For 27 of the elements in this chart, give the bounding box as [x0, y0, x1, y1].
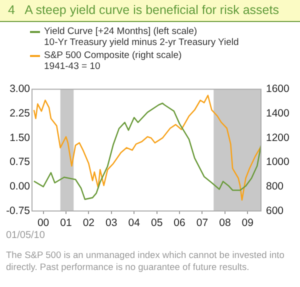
x-tick-label: 07 — [196, 217, 208, 230]
y2-tick-label: 600 — [266, 204, 284, 217]
x-tick-label: 00 — [37, 217, 50, 230]
text: 1941-43 = 10 — [44, 61, 102, 72]
text: 01/05/10 — [5, 230, 46, 241]
y2-tick-label: 1600 — [266, 83, 290, 96]
x-tick-label: 05 — [150, 217, 163, 230]
x-tick-label: 02 — [82, 217, 95, 230]
x-tick-label: 04 — [128, 217, 140, 230]
y2-tick-label: 800 — [266, 180, 284, 193]
x-tick-label: 03 — [106, 217, 118, 230]
y-tick-label: 2.25 — [10, 108, 30, 120]
y-tick-label: 0.00 — [10, 180, 30, 193]
y-tick-label: 3.00 — [10, 83, 30, 96]
y2-tick-label: 1000 — [266, 156, 290, 168]
y-tick-label: 1.50 — [10, 132, 30, 144]
y2-tick-label: 1200 — [266, 132, 290, 144]
text: The S&P 500 is an unmanaged index which cannot be invested into directly. Past performance is no guarantee of future results. — [5, 249, 286, 273]
chart-title: 4 A steep yield curve is beneficial for risk assets — [0, 0, 300, 22]
text: 10-Yr Treasury yield minus 2-yr Treasury Yield — [44, 37, 239, 48]
x-tick-label: 08 — [219, 217, 231, 230]
y2-tick-label: 1400 — [266, 108, 290, 120]
x-tick-label: 09 — [242, 217, 254, 230]
x-tick-label: 06 — [174, 217, 186, 230]
x-tick-label: 01 — [60, 217, 72, 230]
y-tick-label: 0.75 — [10, 156, 30, 168]
y-tick-label: -0.75 — [6, 204, 30, 217]
